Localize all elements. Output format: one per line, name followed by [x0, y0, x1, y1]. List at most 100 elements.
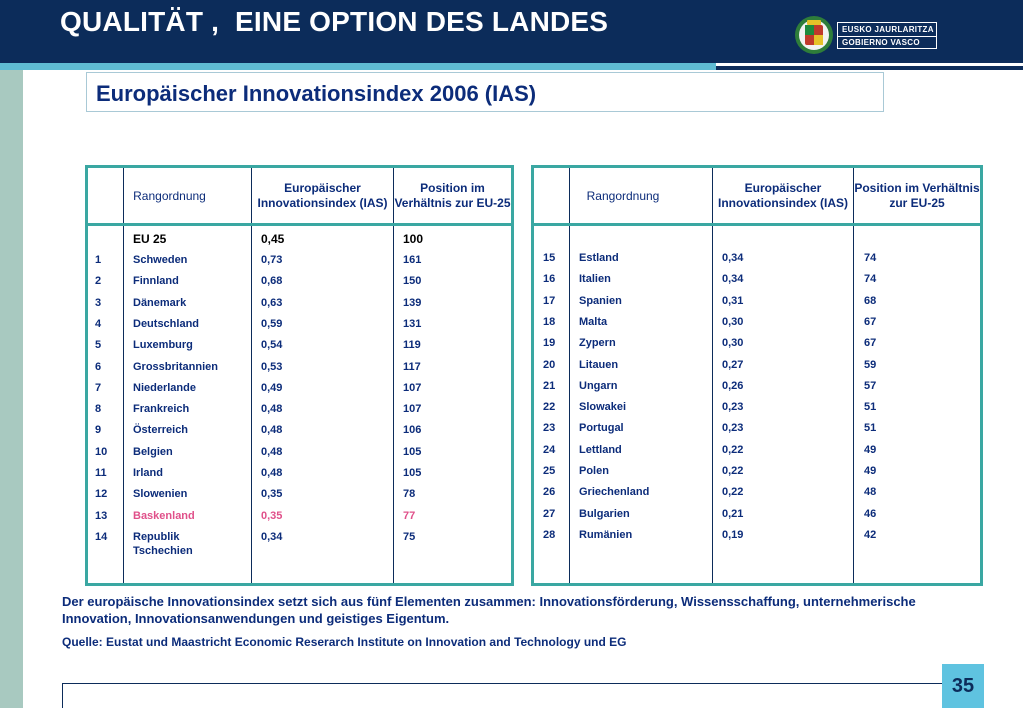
header-rank: Rangordnung — [133, 188, 206, 203]
position-cell: 139 — [403, 296, 422, 309]
left-decorative-stripe — [0, 70, 23, 708]
rank-cell: 6 — [95, 360, 102, 373]
rank-cell: 9 — [95, 424, 102, 437]
source-note: Quelle: Eustat und Maastricht Economic R… — [62, 635, 627, 649]
header-rank: Rangordnung — [586, 188, 660, 203]
country-cell-line2: Tschechien — [133, 544, 193, 557]
index-value-cell: 0,21 — [722, 507, 744, 520]
rank-cell: 24 — [543, 443, 556, 456]
header-accent-stripe-dark — [716, 66, 1023, 70]
position-cell: 49 — [864, 465, 877, 477]
rank-cell: 19 — [543, 337, 556, 350]
page-title: QUALITÄT , EINE OPTION DES LANDES — [60, 6, 609, 37]
country-cell: Belgien — [133, 445, 173, 458]
subtitle-box: Europäischer Innovationsindex 2006 (IAS) — [86, 72, 884, 112]
rank-cell: 12 — [95, 488, 108, 501]
index-value-cell: 0,31 — [722, 294, 744, 307]
index-value-cell: 0,35 — [261, 488, 283, 501]
index-value-cell: 0,23 — [722, 401, 744, 414]
logo-wordmark: EUSKO JAURLARITZA GOBIERNO VASCO — [837, 22, 937, 49]
page-number: 35 — [951, 674, 975, 697]
rank-cell: 13 — [95, 509, 108, 522]
country-cell: Bulgarien — [579, 507, 630, 520]
country-cell: Polen — [579, 465, 609, 477]
column-divider — [393, 168, 394, 583]
country-cell: Österreich — [133, 424, 189, 437]
index-value-cell: 0,48 — [261, 424, 283, 437]
position-cell: 131 — [403, 317, 422, 330]
index-value-cell: 0,22 — [722, 465, 744, 477]
page-number-box: 35 — [942, 664, 984, 708]
rank-cell: 23 — [543, 422, 556, 435]
index-value-cell: 0,22 — [722, 486, 744, 499]
country-cell: Ungarn — [579, 379, 618, 392]
rank-cell: 2 — [95, 275, 102, 288]
country-cell: Slowakei — [579, 401, 627, 414]
logo-line-basque: EUSKO JAURLARITZA — [842, 25, 934, 34]
rank-cell: 16 — [543, 273, 556, 286]
index-value-cell: 0,34 — [722, 273, 744, 286]
index-value-cell: 0,48 — [261, 467, 283, 479]
country-cell: Malta — [579, 315, 608, 328]
rank-cell: 5 — [95, 339, 102, 352]
country-cell: Estland — [579, 252, 619, 264]
ranking-table-left: Rangordnung Europäischer Innovationsinde… — [85, 165, 514, 586]
position-cell: 67 — [864, 315, 877, 328]
country-cell: Finnland — [133, 275, 179, 288]
country-cell: Frankreich — [133, 403, 190, 416]
country-cell: Rumänien — [579, 528, 633, 541]
index-value-cell: 0,22 — [722, 443, 744, 456]
rank-cell: 17 — [543, 294, 556, 307]
column-divider — [712, 168, 713, 583]
country-cell: Irland — [133, 467, 163, 479]
country-cell: Italien — [579, 273, 611, 286]
column-divider — [123, 168, 124, 583]
country-cell: Dänemark — [133, 296, 187, 309]
position-cell: 51 — [864, 422, 877, 435]
position-cell: 105 — [403, 445, 422, 458]
header-accent-stripe — [0, 63, 716, 70]
column-divider — [569, 168, 570, 583]
rank-cell: 25 — [543, 465, 556, 477]
index-value-cell: 0,30 — [722, 337, 744, 350]
index-value-cell: 0,63 — [261, 296, 283, 309]
position-cell: 59 — [864, 358, 877, 371]
index-value-cell: 0,27 — [722, 358, 744, 371]
column-divider — [853, 168, 854, 583]
rank-cell: 1 — [95, 254, 102, 266]
country-cell: Grossbritannien — [133, 360, 218, 373]
rank-cell: 22 — [543, 401, 556, 414]
position-cell: 105 — [403, 467, 422, 479]
rank-cell: 18 — [543, 315, 556, 328]
position-cell: 49 — [864, 443, 877, 456]
index-value-cell: 0,45 — [261, 232, 285, 246]
position-cell: 51 — [864, 401, 877, 414]
rank-cell: 3 — [95, 296, 102, 309]
header-divider — [534, 223, 980, 226]
country-cell: Baskenland — [133, 509, 195, 522]
position-cell: 74 — [864, 252, 877, 264]
rank-cell: 8 — [95, 403, 102, 416]
rank-cell: 28 — [543, 528, 556, 541]
index-value-cell: 0,68 — [261, 275, 283, 288]
rank-cell: 27 — [543, 507, 556, 520]
country-cell: Griechenland — [579, 486, 650, 499]
position-cell: 74 — [864, 273, 877, 286]
position-cell: 67 — [864, 337, 877, 350]
position-cell: 68 — [864, 294, 877, 307]
position-cell: 100 — [403, 232, 424, 246]
ranking-table-right: Rangordnung Europäischer Innovationsinde… — [531, 165, 983, 586]
footer-rule — [62, 683, 942, 684]
country-cell: Portugal — [579, 422, 624, 435]
position-cell: 107 — [403, 381, 422, 394]
government-logo: EUSKO JAURLARITZA GOBIERNO VASCO — [793, 14, 945, 56]
header-position: Position im Verhältnis zur EU-25 — [854, 181, 980, 210]
country-cell: Luxemburg — [133, 339, 193, 352]
header-bar: QUALITÄT , EINE OPTION DES LANDES — [0, 0, 1023, 63]
index-value-cell: 0,34 — [261, 530, 283, 543]
country-cell: Litauen — [579, 358, 619, 371]
country-cell: Republik — [133, 530, 180, 543]
index-value-cell: 0,49 — [261, 381, 283, 394]
header-index: Europäischer Innovationsindex (IAS) — [717, 181, 848, 210]
logo-divider — [838, 36, 936, 37]
